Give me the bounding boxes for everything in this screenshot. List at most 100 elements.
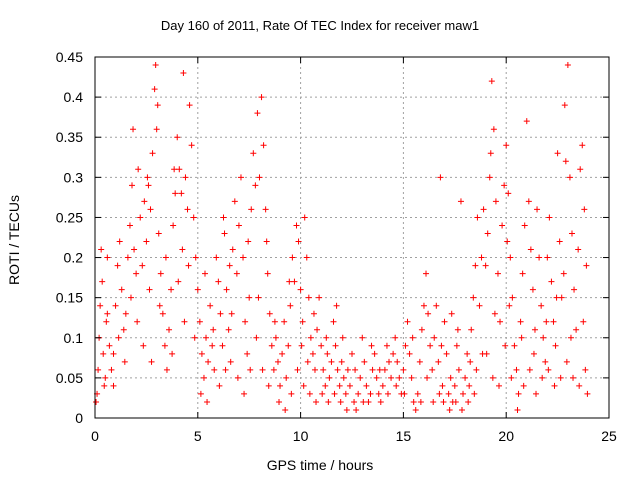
- data-point: [281, 318, 288, 325]
- data-point: [564, 62, 571, 69]
- data-point: [240, 254, 247, 261]
- data-point: [135, 166, 142, 173]
- data-point: [507, 254, 514, 261]
- data-point: [416, 358, 423, 365]
- data-point: [152, 62, 159, 69]
- data-point: [171, 166, 178, 173]
- data-point: [220, 214, 227, 221]
- data-point: [198, 350, 205, 357]
- data-point: [104, 310, 111, 317]
- data-point: [506, 302, 513, 309]
- data-point: [161, 342, 168, 349]
- x-tick-label: 5: [194, 428, 202, 444]
- data-point: [211, 366, 218, 373]
- data-point: [373, 374, 380, 381]
- data-point: [551, 382, 558, 389]
- y-tick-label: 0.15: [56, 290, 83, 306]
- data-point: [219, 342, 226, 349]
- data-point: [229, 246, 236, 253]
- data-point: [102, 374, 109, 381]
- data-point: [147, 206, 154, 213]
- data-point: [365, 398, 372, 405]
- data-point: [543, 318, 550, 325]
- data-point: [552, 342, 559, 349]
- data-point: [531, 326, 538, 333]
- data-point: [157, 270, 164, 277]
- data-point: [351, 398, 358, 405]
- data-point: [573, 326, 580, 333]
- data-point: [304, 358, 311, 365]
- data-point: [306, 390, 313, 397]
- data-point: [361, 358, 368, 365]
- data-point: [468, 326, 475, 333]
- data-point: [314, 326, 321, 333]
- data-point: [393, 382, 400, 389]
- data-point: [435, 358, 442, 365]
- data-point: [169, 350, 176, 357]
- data-point: [233, 270, 240, 277]
- data-point: [471, 390, 478, 397]
- data-point: [414, 390, 421, 397]
- data-point: [464, 350, 471, 357]
- data-point: [412, 406, 419, 413]
- data-point: [217, 310, 224, 317]
- data-point: [579, 142, 586, 149]
- data-point: [339, 334, 346, 341]
- data-point: [101, 382, 108, 389]
- data-point: [337, 398, 344, 405]
- data-point: [400, 366, 407, 373]
- data-point: [402, 342, 409, 349]
- data-point: [322, 382, 329, 389]
- data-point: [309, 350, 316, 357]
- data-point: [568, 230, 575, 237]
- data-point: [227, 358, 234, 365]
- data-point: [570, 374, 577, 381]
- data-point: [252, 182, 259, 189]
- data-point: [561, 102, 568, 109]
- y-tick-label: 0.35: [56, 129, 83, 145]
- data-point: [179, 246, 186, 253]
- data-point: [156, 302, 163, 309]
- data-point: [332, 342, 339, 349]
- y-tick-label: 0.1: [64, 330, 84, 346]
- data-point: [418, 326, 425, 333]
- data-point: [340, 374, 347, 381]
- data-point: [530, 350, 537, 357]
- data-point: [359, 334, 366, 341]
- data-point: [149, 150, 156, 157]
- data-point: [266, 310, 273, 317]
- data-point: [437, 174, 444, 181]
- data-point: [580, 318, 587, 325]
- data-point: [166, 326, 173, 333]
- x-axis-label: GPS time / hours: [266, 457, 374, 473]
- data-point: [487, 150, 494, 157]
- data-point: [390, 350, 397, 357]
- x-tick-label: 15: [396, 428, 412, 444]
- data-point: [476, 302, 483, 309]
- data-point: [191, 334, 198, 341]
- data-point: [175, 278, 182, 285]
- data-point: [237, 174, 244, 181]
- data-point: [254, 110, 261, 117]
- data-point: [497, 318, 504, 325]
- data-point: [209, 342, 216, 349]
- data-point: [455, 366, 462, 373]
- data-point: [514, 406, 521, 413]
- data-point: [346, 382, 353, 389]
- data-point: [168, 286, 175, 293]
- data-point: [130, 126, 137, 133]
- data-point: [515, 390, 522, 397]
- data-point: [409, 334, 416, 341]
- data-point: [324, 350, 331, 357]
- data-point: [404, 318, 411, 325]
- data-point: [234, 374, 241, 381]
- data-point: [285, 342, 292, 349]
- data-point: [470, 294, 477, 301]
- data-point: [137, 214, 144, 221]
- data-point: [388, 374, 395, 381]
- data-point: [93, 398, 100, 405]
- data-point: [457, 198, 464, 205]
- data-point: [523, 118, 530, 125]
- data-point: [316, 294, 323, 301]
- data-point: [474, 214, 481, 221]
